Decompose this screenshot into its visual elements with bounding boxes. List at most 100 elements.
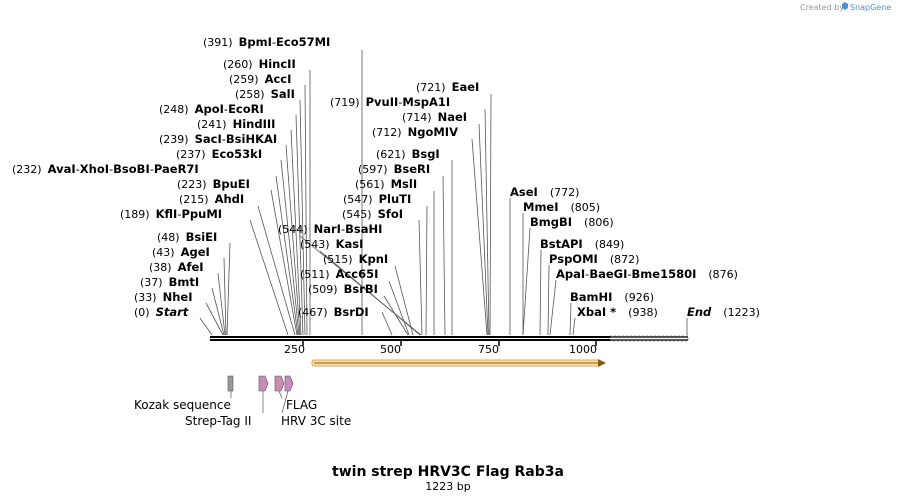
credit-brand: SnapGene — [850, 3, 891, 12]
sequence-title: twin strep HRV3C Flag Rab3a — [332, 464, 564, 480]
restriction-site[interactable]: AseI (772) — [510, 185, 579, 199]
restriction-site[interactable]: (719) PvuII - MspA1I — [330, 95, 450, 109]
restriction-site[interactable]: BmgBI (806) — [530, 215, 614, 229]
feature-strep-tag[interactable] — [258, 375, 269, 392]
restriction-site[interactable]: (38) AfeI — [149, 260, 204, 274]
feature-hrv3c[interactable] — [284, 375, 294, 392]
restriction-site[interactable]: XbaI * (938) — [577, 305, 658, 319]
restriction-site[interactable]: (544) NarI - BsaHI — [278, 222, 382, 236]
site-position: (467) — [298, 306, 328, 319]
sequence-backbone — [210, 335, 689, 342]
restriction-site-labels: (391) BpmI - Eco57MI(260) HincII(259) AccI(… — [12, 35, 760, 319]
site-position: (509) — [308, 283, 338, 296]
restriction-site[interactable]: (511) Acc65I — [300, 267, 378, 281]
feature-kozak[interactable] — [227, 375, 234, 392]
site-enzyme-name: BstAPI — [540, 237, 583, 251]
feature-label-flag: FLAG — [286, 398, 317, 412]
restriction-site[interactable]: (509) BsrBI — [308, 282, 378, 296]
site-enzyme-name: AhdI — [215, 192, 245, 206]
site-enzyme-name: KasI — [336, 237, 364, 251]
site-position: (621) — [376, 148, 406, 161]
site-enzyme-name: BmgBI — [530, 215, 572, 229]
restriction-site[interactable]: (391) BpmI - Eco57MI — [203, 35, 330, 49]
site-position: (926) — [624, 291, 654, 304]
restriction-site[interactable]: (712) NgoMIV — [372, 125, 458, 139]
site-enzyme-name: BaeGI — [589, 267, 627, 281]
restriction-site[interactable]: (241) HindIII — [197, 117, 275, 131]
restriction-site[interactable]: (237) Eco53kI — [176, 147, 262, 161]
restriction-site[interactable]: End (1223) — [687, 305, 760, 319]
site-position: (189) — [120, 208, 150, 221]
site-position: (544) — [278, 223, 308, 236]
site-position: (237) — [176, 148, 206, 161]
ruler: 250 500 750 1000 — [284, 341, 597, 356]
site-enzyme-name: EcoRI — [228, 102, 264, 116]
restriction-site[interactable]: (714) NaeI — [402, 110, 467, 124]
site-position: (772) — [550, 186, 580, 199]
site-enzyme-name: Eco57MI — [276, 35, 330, 49]
site-position: (37) — [140, 276, 163, 289]
site-position: (48) — [157, 231, 180, 244]
restriction-site[interactable]: (260) HincII — [223, 57, 296, 71]
restriction-site[interactable]: (0) Start — [134, 305, 189, 319]
restriction-site[interactable]: (547) PluTI — [343, 192, 411, 206]
restriction-site[interactable]: (37) BmtI — [140, 275, 199, 289]
restriction-site[interactable]: (239) SacI - BsiHKAI — [159, 132, 277, 146]
restriction-site[interactable]: ApaI - BaeGI - Bme1580I (876) — [556, 267, 738, 281]
site-position: (223) — [177, 178, 207, 191]
sequence-length: 1223 bp — [425, 480, 470, 493]
credit-prefix: Created by — [800, 3, 844, 12]
restriction-site[interactable]: (721) EaeI — [416, 80, 479, 94]
site-separator: - — [109, 162, 113, 176]
site-position: (33) — [134, 291, 157, 304]
restriction-site[interactable]: (543) KasI — [300, 237, 363, 251]
restriction-site[interactable]: (258) SalI — [235, 87, 295, 101]
restriction-site[interactable]: BamHI (926) — [570, 290, 654, 304]
site-enzyme-name: BamHI — [570, 290, 612, 304]
site-enzyme-name: NaeI — [438, 110, 467, 124]
restriction-site[interactable]: (215) AhdI — [179, 192, 244, 206]
site-separator: - — [272, 35, 276, 49]
restriction-site[interactable]: (232) AvaI - XhoI - BsoBI - PaeR7I — [12, 162, 199, 176]
site-enzyme-name: Start — [156, 305, 189, 319]
site-enzyme-name: XbaI * — [577, 305, 616, 319]
restriction-site[interactable]: MmeI (805) — [523, 200, 600, 214]
restriction-site[interactable]: (33) NheI — [134, 290, 192, 304]
site-position: (0) — [134, 306, 150, 319]
restriction-site[interactable]: (597) BseRI — [358, 162, 430, 176]
restriction-site[interactable]: (515) KpnI — [323, 252, 388, 266]
site-enzyme-name: MmeI — [523, 200, 559, 214]
feature-flag[interactable] — [274, 375, 285, 392]
site-position: (259) — [229, 73, 259, 86]
site-position: (260) — [223, 58, 253, 71]
orf-arrow[interactable] — [311, 359, 606, 367]
restriction-site[interactable]: (561) MslI — [355, 177, 417, 191]
restriction-site[interactable]: (189) KflI - PpuMI — [120, 207, 222, 221]
restriction-site[interactable]: (48) BsiEI — [157, 230, 217, 244]
site-enzyme-name: BpuEI — [213, 177, 250, 191]
restriction-site[interactable]: (545) SfoI — [342, 207, 403, 221]
site-separator: - — [150, 162, 154, 176]
restriction-site[interactable]: (248) ApoI - EcoRI — [159, 102, 264, 116]
feature-label-kozak: Kozak sequence — [134, 398, 231, 412]
site-enzyme-name: NgoMIV — [408, 125, 458, 139]
restriction-site[interactable]: (467) BsrDI — [298, 305, 369, 319]
site-position: (515) — [323, 253, 353, 266]
site-enzyme-name: SalI — [271, 87, 295, 101]
ruler-tick-label: 500 — [380, 343, 401, 356]
restriction-site[interactable]: BstAPI (849) — [540, 237, 624, 251]
site-position: (712) — [372, 126, 402, 139]
site-position: (1223) — [723, 306, 760, 319]
site-separator: - — [224, 102, 228, 116]
site-enzyme-name: AseI — [510, 185, 538, 199]
site-enzyme-name: BseRI — [394, 162, 431, 176]
site-separator: - — [222, 132, 226, 146]
site-position: (239) — [159, 133, 189, 146]
restriction-site[interactable]: (259) AccI — [229, 72, 291, 86]
site-position: (547) — [343, 193, 373, 206]
site-enzyme-name: BsiHKAI — [226, 132, 277, 146]
restriction-site[interactable]: PspOMI (872) — [549, 252, 639, 266]
restriction-site[interactable]: (223) BpuEI — [177, 177, 250, 191]
restriction-site[interactable]: (43) AgeI — [152, 245, 210, 259]
restriction-site[interactable]: (621) BsgI — [376, 147, 440, 161]
